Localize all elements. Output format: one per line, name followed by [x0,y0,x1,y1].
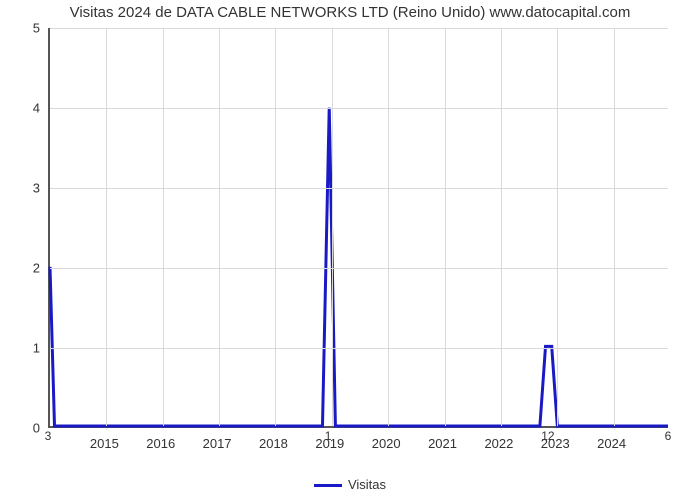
baseline-label: 12 [541,429,554,443]
x-tick-label: 2020 [372,436,401,451]
y-tick-label: 1 [0,341,40,356]
baseline-label: 6 [665,429,672,443]
legend: Visitas [0,477,700,492]
y-tick-label: 0 [0,421,40,436]
gridline-v [557,28,558,426]
gridline-v [275,28,276,426]
gridline-v [332,28,333,426]
gridline-v [163,28,164,426]
gridline-h [50,188,668,189]
x-tick-label: 2024 [597,436,626,451]
x-tick-label: 2015 [90,436,119,451]
x-tick-label: 2017 [203,436,232,451]
y-tick-label: 4 [0,101,40,116]
gridline-v [388,28,389,426]
gridline-v [445,28,446,426]
legend-label: Visitas [348,477,386,492]
gridline-v [614,28,615,426]
y-tick-label: 2 [0,261,40,276]
chart-container: Visitas 2024 de DATA CABLE NETWORKS LTD … [0,0,700,500]
legend-swatch [314,484,342,487]
plot-area [48,28,668,428]
gridline-h [50,28,668,29]
x-tick-label: 2016 [146,436,175,451]
x-tick-label: 2022 [484,436,513,451]
gridline-v [106,28,107,426]
gridline-v [219,28,220,426]
gridline-h [50,108,668,109]
chart-title: Visitas 2024 de DATA CABLE NETWORKS LTD … [0,4,700,21]
series-line [50,28,668,426]
y-tick-label: 3 [0,181,40,196]
x-tick-label: 2021 [428,436,457,451]
baseline-label: 3 [45,429,52,443]
gridline-h [50,348,668,349]
x-tick-label: 2018 [259,436,288,451]
y-tick-label: 5 [0,21,40,36]
gridline-h [50,268,668,269]
gridline-v [501,28,502,426]
baseline-label: 1 [325,429,332,443]
